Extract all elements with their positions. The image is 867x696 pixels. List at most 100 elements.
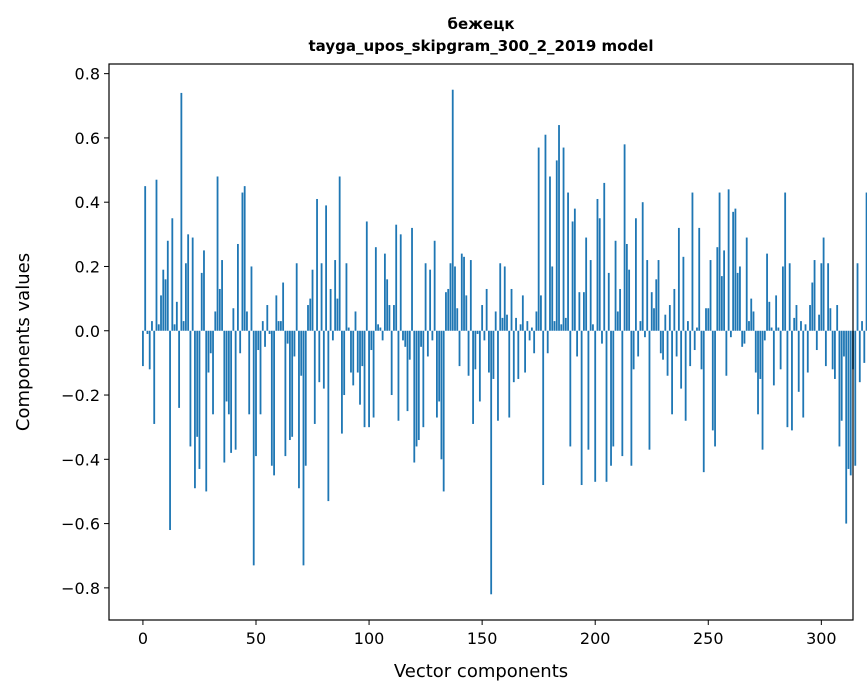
y-tick-label-8: 0.8 — [75, 65, 100, 84]
bar-266 — [743, 330, 746, 344]
bar-7 — [157, 324, 160, 331]
bar-159 — [501, 317, 504, 331]
x-tick-label-300: 300 — [806, 629, 837, 648]
bar-217 — [632, 330, 635, 370]
bar-167 — [519, 324, 522, 331]
bar-179 — [546, 330, 549, 354]
bar-175 — [537, 147, 540, 331]
bar-55 — [266, 305, 269, 331]
bar-74 — [309, 298, 312, 331]
bar-273 — [759, 330, 762, 379]
bar-51 — [257, 330, 260, 351]
bar-22 — [191, 237, 194, 331]
bar-313 — [849, 330, 852, 476]
bar-139 — [456, 308, 459, 331]
bar-129 — [433, 240, 436, 331]
bar-212 — [621, 330, 624, 457]
bar-91 — [347, 327, 350, 331]
bar-4 — [151, 321, 153, 331]
x-tick-label-100: 100 — [354, 629, 385, 648]
bar-319 — [863, 330, 866, 363]
bar-286 — [788, 263, 791, 331]
bar-30 — [209, 330, 212, 354]
bar-12 — [169, 330, 171, 531]
bar-98 — [363, 330, 366, 428]
bar-131 — [438, 330, 441, 402]
bar-120 — [413, 330, 416, 463]
bar-135 — [447, 288, 450, 331]
bar-178 — [544, 134, 547, 331]
bar-164 — [512, 330, 515, 383]
bar-195 — [582, 292, 585, 331]
bar-133 — [442, 330, 445, 492]
bar-87 — [338, 176, 341, 331]
bar-56 — [268, 330, 271, 334]
bar-253 — [714, 330, 716, 447]
bar-176 — [540, 295, 542, 331]
bar-220 — [639, 321, 642, 331]
bar-211 — [619, 288, 621, 331]
bar-274 — [761, 330, 764, 450]
bar-79 — [320, 263, 323, 331]
bar-292 — [802, 330, 805, 418]
bar-165 — [515, 317, 517, 331]
bar-106 — [381, 330, 384, 341]
bar-72 — [304, 330, 307, 466]
bar-227 — [655, 279, 658, 331]
x-axis-ticks: 0 50 100 150 200 250 300 — [138, 620, 837, 648]
bar-315 — [854, 330, 857, 466]
x-tick-label-0: 0 — [138, 629, 148, 648]
bar-222 — [644, 330, 646, 338]
bar-207 — [610, 330, 612, 466]
bar-29 — [207, 330, 210, 373]
bar-1 — [144, 186, 147, 331]
bar-190 — [571, 221, 574, 331]
bar-275 — [763, 330, 766, 341]
bar-200 — [594, 330, 597, 482]
bar-182 — [553, 321, 556, 331]
bar-39 — [230, 330, 233, 453]
bar-53 — [261, 321, 264, 331]
bar-210 — [616, 311, 619, 331]
bar-248 — [702, 330, 705, 473]
bar-262 — [734, 208, 737, 331]
bar-23 — [194, 330, 196, 489]
bar-263 — [736, 272, 739, 331]
bar-276 — [766, 253, 768, 331]
bar-295 — [809, 305, 811, 331]
bar-88 — [341, 330, 343, 434]
bar-202 — [598, 218, 601, 331]
chart-title-line2: tayga_upos_skipgram_300_2_2019 model — [309, 37, 654, 55]
bar-157 — [497, 330, 499, 421]
bar-41 — [234, 330, 237, 450]
bar-141 — [460, 253, 463, 331]
bar-271 — [754, 330, 757, 373]
bar-34 — [218, 288, 221, 331]
bar-310 — [843, 330, 845, 357]
bar-111 — [393, 305, 395, 331]
bar-138 — [454, 266, 456, 331]
bar-77 — [316, 198, 318, 331]
bar-312 — [847, 330, 850, 469]
bar-132 — [440, 330, 443, 460]
bar-170 — [526, 321, 529, 331]
bar-305 — [831, 330, 834, 370]
x-tick-label-200: 200 — [580, 629, 611, 648]
bar-245 — [696, 327, 698, 331]
bar-163 — [510, 288, 513, 331]
bar-246 — [698, 227, 701, 331]
bar-171 — [528, 330, 531, 341]
bar-75 — [311, 269, 314, 331]
bar-10 — [164, 279, 167, 331]
bar-206 — [607, 272, 610, 331]
bar-169 — [524, 330, 526, 373]
bar-47 — [248, 330, 251, 415]
bar-230 — [662, 330, 664, 360]
bar-252 — [711, 330, 714, 431]
bar-59 — [275, 295, 278, 331]
bar-14 — [173, 324, 176, 331]
bar-247 — [700, 330, 703, 370]
bar-291 — [800, 321, 802, 331]
bar-42 — [237, 243, 239, 331]
bar-294 — [806, 330, 809, 373]
